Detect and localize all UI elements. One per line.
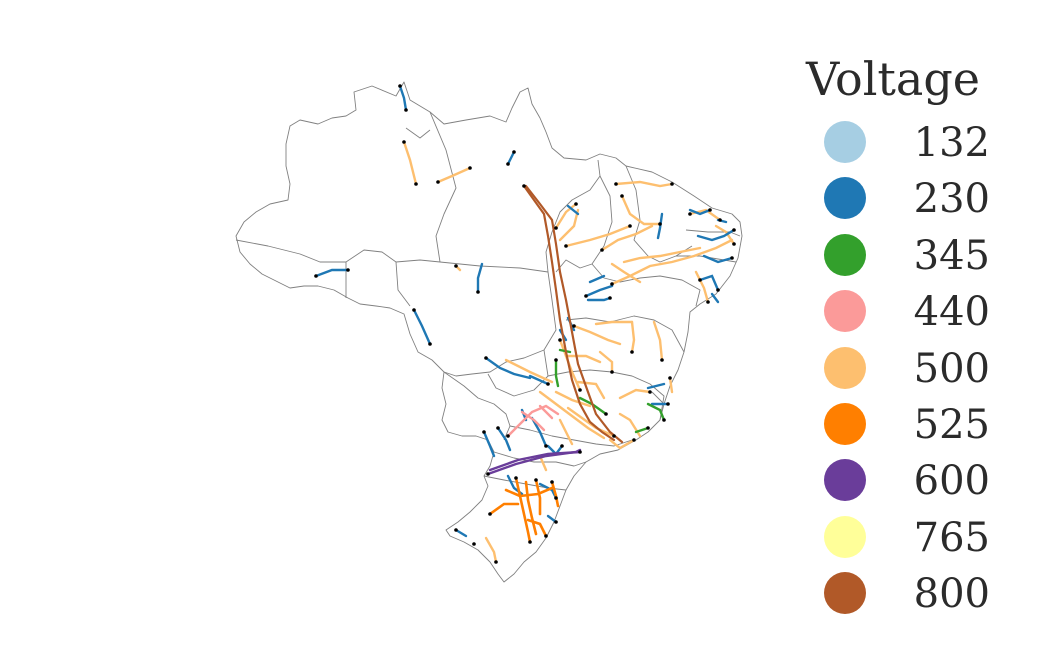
legend-label: 800 [913,571,990,618]
border-pb-pe [685,229,741,237]
legend-label: 765 [913,514,990,561]
legend-swatch [824,121,866,163]
lines-345 [554,348,666,434]
legend-swatch [824,290,866,333]
legend-item: 500 [824,346,1014,392]
border-am-south [235,239,441,263]
bus-points [314,84,736,564]
legend-label: 600 [913,458,990,505]
border-pa-east [545,159,601,273]
legend-swatch [824,177,866,220]
legend-title: Voltage [806,52,980,106]
legend-item: 600 [824,458,1014,504]
border-go [487,349,549,397]
border-mt-north [439,261,549,273]
legend-label: 440 [913,289,990,336]
border-ba [591,263,701,307]
border-pr [493,451,587,467]
legend-item: 440 [824,289,1014,335]
legend-label: 230 [913,176,990,223]
country-outline [235,81,743,583]
legend-label: 132 [913,120,990,166]
border-pe-al [676,255,737,263]
border-ma-pi [555,175,613,273]
border-to-east [443,271,557,377]
border-ba-south [565,315,685,353]
legend-swatch [824,515,866,558]
border-pi-ce [625,165,693,263]
legend-swatch [824,572,866,615]
legend-label: 500 [913,345,990,392]
lines-800 [522,184,624,444]
legend-item: 765 [824,515,1014,561]
legend-label: 345 [913,232,990,279]
lines-230 [314,84,736,538]
legend-item: 800 [824,571,1014,617]
border-ro [395,261,411,307]
legend-item: 230 [824,176,1014,222]
border-am-pa [429,111,457,263]
border-sp [509,425,633,447]
legend-swatch [824,403,866,445]
legend-swatch [824,459,866,502]
border-es [651,391,665,405]
state-borders [235,81,743,583]
legend-swatch [824,346,866,389]
legend-item: 525 [824,402,1014,448]
lines-525 [488,476,560,544]
lines-600 [486,448,582,476]
lines-500 [402,140,736,564]
legend-item: 132 [824,120,1014,166]
lines-440 [506,404,560,438]
legend-item: 345 [824,233,1014,279]
legend-swatch [824,233,866,276]
legend-label: 525 [913,402,990,448]
border-rr [405,127,431,139]
